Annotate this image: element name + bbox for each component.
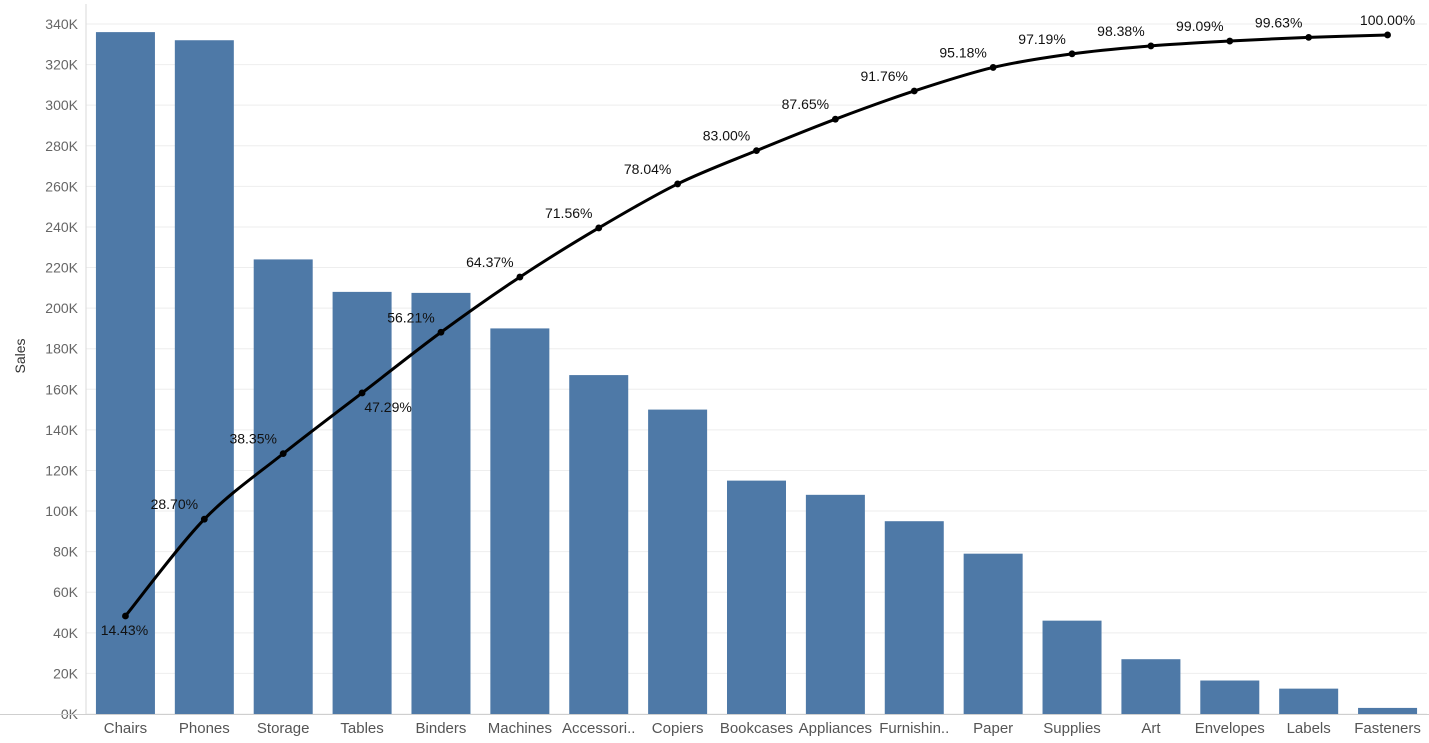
x-tick-label: Storage [257,720,310,737]
cumulative-label: 47.29% [364,399,411,415]
y-tick-label: 180K [45,341,78,357]
bar[interactable] [490,328,550,714]
y-axis-title: Sales [12,338,28,373]
bars [95,32,1418,715]
bar[interactable] [253,259,313,714]
cumulative-point[interactable] [1226,37,1234,45]
y-tick-label: 260K [45,178,78,194]
bar[interactable] [805,494,865,714]
cumulative-point[interactable] [437,328,445,336]
y-tick-label: 300K [45,97,78,113]
x-tick-label: Paper [973,720,1013,737]
cumulative-point[interactable] [989,64,997,71]
bar[interactable] [411,292,471,714]
y-tick-label: 280K [45,138,78,154]
bar[interactable] [1200,680,1260,714]
x-tick-label: Furnishin.. [879,720,949,737]
bar[interactable] [95,32,155,714]
x-tick-label: Machines [488,720,552,737]
x-tick-label: Chairs [104,720,147,737]
y-tick-label: 60K [53,584,79,600]
bar[interactable] [648,409,708,714]
y-tick-label: 140K [45,422,78,438]
y-tick-label: 320K [45,57,78,73]
cumulative-label: 98.38% [1097,23,1144,39]
y-tick-label: 120K [45,462,78,478]
cumulative-label: 87.65% [782,96,829,112]
cumulative-point[interactable] [279,450,287,458]
cumulative-label: 71.56% [545,205,592,221]
cumulative-label: 38.35% [229,431,276,447]
cumulative-labels: 14.43% 28.70% 38.35% 47.29% 56.21% 64.37% 71.5… [101,12,1416,638]
cumulative-point[interactable] [1305,33,1313,41]
cumulative-label: 99.63% [1255,14,1302,30]
y-tick-label: 100K [45,503,78,519]
cumulative-label: 99.09% [1176,18,1223,34]
cumulative-point[interactable] [516,273,524,281]
cumulative-label: 100.00% [1360,12,1415,28]
cumulative-point[interactable] [753,147,760,155]
cumulative-label: 95.18% [939,44,986,60]
cumulative-label: 97.19% [1018,31,1065,47]
x-tick-label: Supplies [1043,720,1101,737]
cumulative-point[interactable] [1147,42,1155,50]
y-tick-label: 160K [45,381,78,397]
cumulative-line [122,31,1391,620]
y-tick-label: 80K [53,544,79,560]
bar[interactable] [1279,688,1339,714]
y-tick-label: 20K [53,665,79,681]
bar[interactable] [963,553,1023,714]
cumulative-point[interactable] [358,389,366,397]
bar[interactable] [727,480,786,714]
y-tick-label: 340K [45,16,78,32]
cumulative-point[interactable] [595,224,603,232]
cumulative-label: 64.37% [466,254,513,270]
y-tick-label: 40K [53,625,79,641]
x-tick-label: Appliances [799,720,872,737]
cumulative-point[interactable] [831,115,839,123]
x-tick-label: Envelopes [1195,720,1265,737]
cumulative-label: 91.76% [861,68,908,84]
x-tick-label: Binders [416,720,467,737]
cumulative-label: 78.04% [624,161,671,177]
y-tick-label: 200K [45,300,78,316]
bar[interactable] [1358,707,1418,714]
cumulative-point[interactable] [122,612,129,620]
x-tick-label: Bookcases [720,720,793,737]
cumulative-point[interactable] [674,180,682,188]
bar[interactable] [569,375,629,714]
cumulative-point[interactable] [1384,31,1391,39]
cumulative-label: 56.21% [387,309,434,325]
x-tick-label: Labels [1287,720,1331,737]
cumulative-label: 28.70% [151,496,198,512]
x-tick-label: Accessori.. [562,720,635,737]
bar[interactable] [332,291,392,714]
axes: 0K20K40K60K80K100K120K140K160K180K200K22… [0,4,1429,737]
bar[interactable] [1042,620,1102,714]
x-tick-label: Art [1141,720,1161,737]
x-tick-label: Copiers [652,720,704,737]
bar[interactable] [884,521,944,714]
x-tick-label: Fasteners [1354,720,1421,737]
y-tick-label: 240K [45,219,78,235]
cumulative-point[interactable] [910,87,918,95]
cumulative-label: 83.00% [703,128,750,144]
cumulative-point[interactable] [200,515,208,523]
cumulative-point[interactable] [1068,50,1076,58]
x-tick-label: Phones [179,720,230,737]
y-tick-label: 220K [45,260,78,276]
bar[interactable] [174,40,234,715]
bar[interactable] [1121,659,1181,714]
x-tick-label: Tables [340,720,383,737]
cumulative-label: 14.43% [101,622,148,638]
